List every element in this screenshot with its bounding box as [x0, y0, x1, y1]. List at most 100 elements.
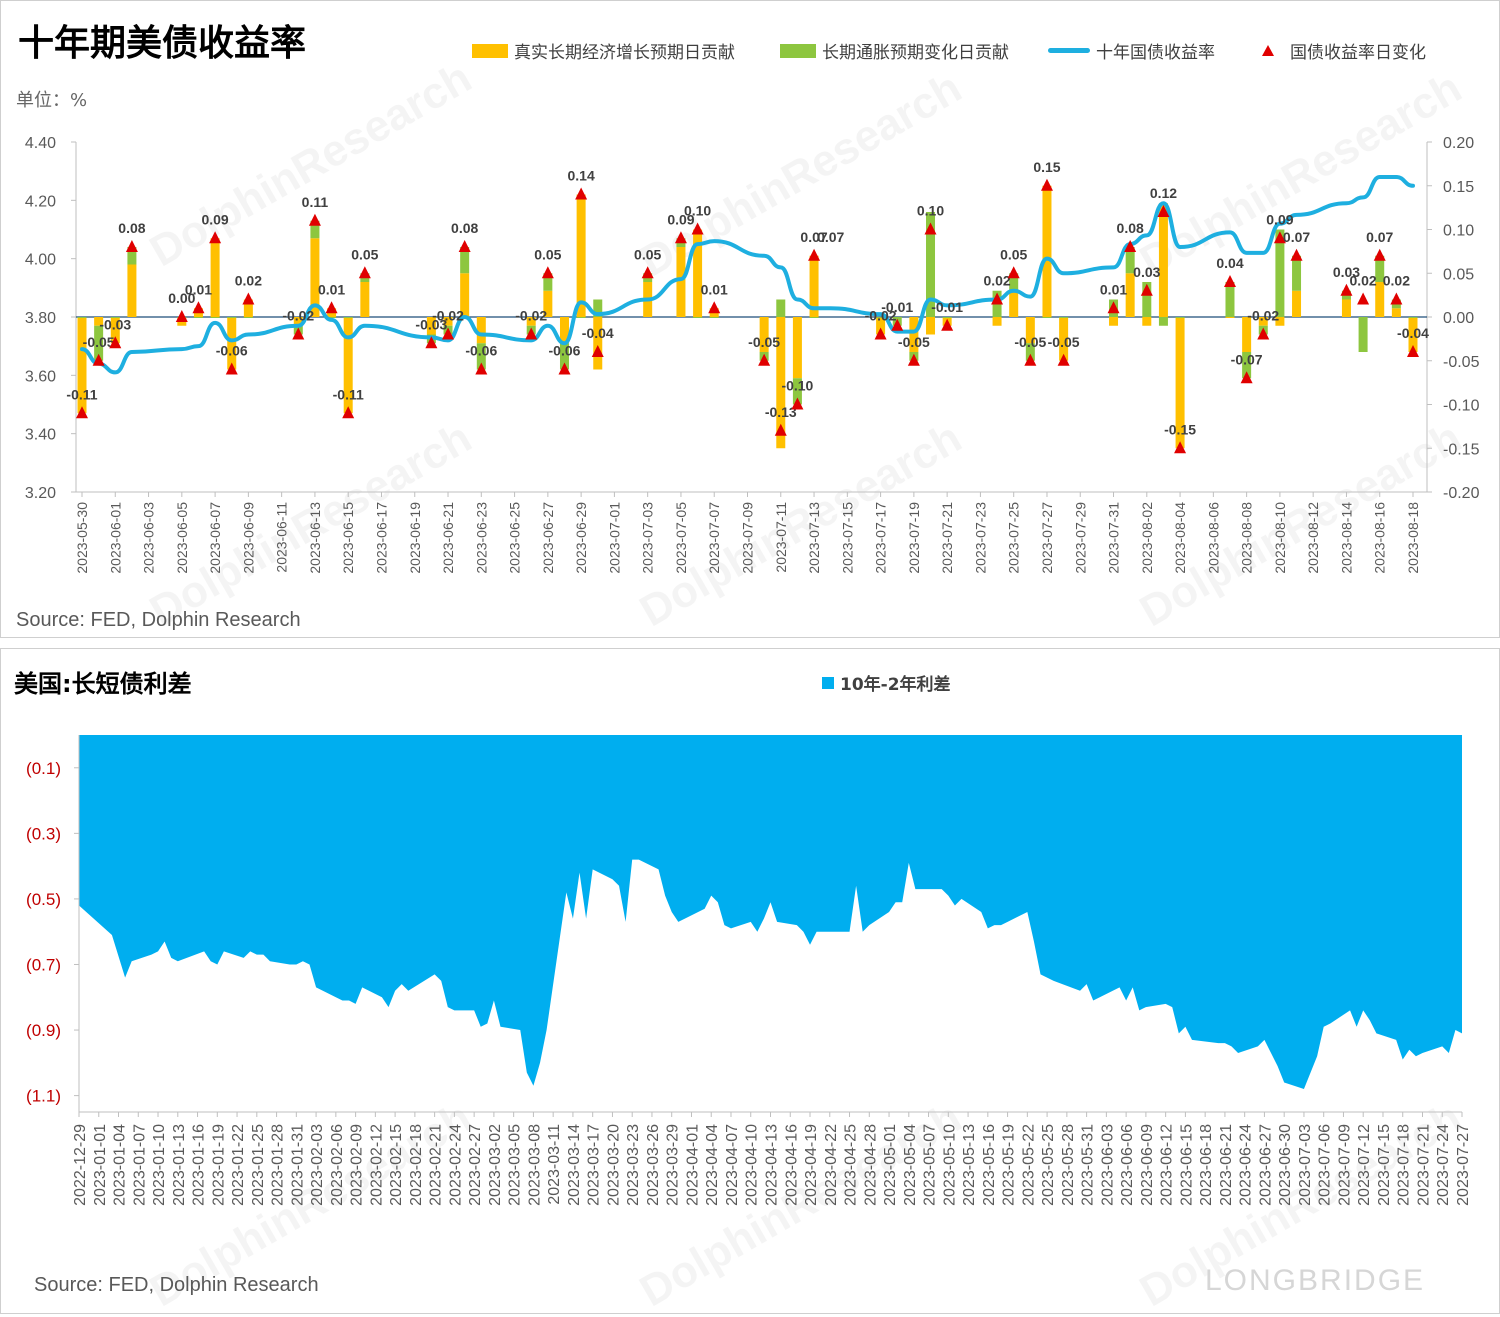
- legend-swatch-inflation: [780, 43, 816, 58]
- spread-x-tick-label: 2022-12-29: [72, 1124, 89, 1206]
- change-marker: [292, 327, 305, 340]
- data-label: 0.02: [1383, 273, 1410, 289]
- spread-x-tick-label: 2023-06-24: [1238, 1124, 1255, 1206]
- bar-inflation: [1225, 282, 1235, 317]
- spread-x-tick-label: 2023-06-06: [1119, 1124, 1136, 1206]
- change-marker: [558, 362, 571, 375]
- spread-x-tick-label: 2023-03-14: [566, 1124, 583, 1206]
- left-axis-tick-label: 3.40: [25, 427, 56, 444]
- x-axis-tick-label: 2023-07-27: [1039, 502, 1055, 574]
- change-marker: [175, 310, 188, 322]
- spread-x-tick-label: 2023-07-03: [1297, 1124, 1314, 1206]
- spread-x-tick-label: 2023-03-29: [665, 1124, 682, 1206]
- change-marker: [1040, 178, 1053, 191]
- bar-real: [1042, 185, 1052, 317]
- bar-inflation: [127, 247, 137, 265]
- spread-x-tick-label: 2023-04-04: [704, 1124, 721, 1206]
- data-label: -0.02: [515, 308, 547, 324]
- x-axis-tick-label: 2023-06-13: [307, 502, 323, 574]
- change-marker: [874, 327, 887, 340]
- data-label: 0.07: [1366, 229, 1393, 245]
- bar-real: [992, 317, 1002, 326]
- data-label: -0.03: [99, 316, 131, 332]
- bar-inflation: [1125, 247, 1135, 274]
- data-label: 0.09: [1266, 211, 1293, 227]
- data-label: -0.15: [1164, 421, 1196, 437]
- bar-real: [227, 317, 237, 370]
- change-marker: [242, 292, 255, 305]
- bar-inflation: [543, 273, 553, 291]
- x-axis-tick-label: 2023-07-31: [1106, 502, 1122, 574]
- bar-real: [110, 317, 120, 344]
- data-label: 0.05: [534, 246, 561, 262]
- right-axis-tick-label: 0.20: [1443, 135, 1474, 152]
- bar-inflation: [1242, 352, 1252, 379]
- right-axis-tick-label: 0.00: [1443, 310, 1474, 327]
- data-label: 0.08: [451, 220, 478, 236]
- spread-x-tick-label: 2023-05-10: [941, 1124, 958, 1206]
- right-axis-tick-label: 0.15: [1443, 179, 1474, 196]
- change-marker: [808, 248, 821, 261]
- spread-x-tick-label: 2023-02-09: [349, 1124, 366, 1206]
- right-axis-tick-label: -0.20: [1443, 485, 1480, 502]
- spread-x-tick-label: 2023-01-28: [270, 1124, 287, 1206]
- spread-x-tick-label: 2023-01-25: [250, 1124, 267, 1206]
- bar-inflation: [776, 299, 786, 317]
- spread-x-tick-label: 2023-03-17: [586, 1124, 603, 1206]
- bar-real: [526, 317, 536, 326]
- bar-real: [559, 317, 569, 344]
- bar-real: [1242, 317, 1252, 352]
- spread-x-tick-label: 2023-01-07: [131, 1124, 148, 1206]
- bar-inflation: [476, 343, 486, 370]
- change-marker: [991, 292, 1004, 305]
- change-marker: [1223, 275, 1236, 287]
- x-axis-tick-label: 2023-07-03: [640, 502, 656, 574]
- x-axis-tick-label: 2023-08-06: [1205, 502, 1221, 574]
- data-label: 0.02: [983, 273, 1010, 289]
- right-axis-tick-label: -0.05: [1443, 354, 1480, 371]
- data-label: -0.05: [1048, 334, 1080, 350]
- bar-real: [776, 317, 786, 449]
- change-marker: [325, 301, 338, 314]
- x-axis-tick-label: 2023-08-10: [1272, 502, 1288, 574]
- change-marker: [1057, 353, 1070, 366]
- x-axis-tick-label: 2023-06-25: [507, 502, 523, 574]
- change-marker: [708, 301, 721, 314]
- spread-x-tick-label: 2023-04-16: [783, 1124, 800, 1206]
- change-marker: [109, 336, 122, 349]
- x-axis-tick-label: 2023-07-17: [873, 502, 889, 574]
- spread-legend-item: 10年-2年利差: [822, 670, 951, 695]
- data-label: 0.10: [917, 203, 944, 219]
- x-axis-tick-label: 2023-06-09: [240, 502, 256, 574]
- x-axis-tick-label: 2023-05-30: [74, 502, 90, 574]
- bar-real: [443, 317, 453, 326]
- bar-real: [792, 317, 802, 379]
- bar-inflation: [1042, 317, 1052, 318]
- bar-inflation: [110, 317, 120, 318]
- left-axis-tick-label: 4.20: [25, 193, 56, 210]
- x-axis-tick-label: 2023-07-29: [1072, 502, 1088, 574]
- spread-x-tick-label: 2023-04-07: [724, 1124, 741, 1206]
- change-marker: [192, 301, 205, 314]
- spread-x-tick-label: 2023-07-09: [1336, 1124, 1353, 1206]
- spread-legend-swatch: [822, 676, 834, 689]
- x-axis-tick-label: 2023-08-16: [1372, 502, 1388, 574]
- bar-real: [1125, 273, 1135, 317]
- data-label: 0.01: [318, 281, 345, 297]
- change-marker: [1107, 301, 1120, 314]
- spread-x-tick-label: 2023-04-28: [862, 1124, 879, 1206]
- bar-real: [1225, 317, 1235, 318]
- spread-x-tick-label: 2023-01-01: [92, 1124, 109, 1206]
- spread-x-tick-label: 2023-03-11: [546, 1124, 563, 1205]
- bar-inflation: [1275, 229, 1285, 317]
- bar-inflation: [593, 299, 603, 317]
- data-label: 0.11: [302, 194, 329, 210]
- spread-x-tick-label: 2023-07-12: [1356, 1124, 1373, 1206]
- spread-x-tick-label: 2023-05-25: [1040, 1124, 1057, 1206]
- spread-x-tick-label: 2023-06-30: [1277, 1124, 1294, 1206]
- bar-real: [127, 264, 137, 317]
- spread-x-tick-label: 2023-07-27: [1455, 1124, 1472, 1206]
- data-label: 0.03: [1133, 264, 1160, 280]
- x-axis-tick-label: 2023-07-21: [939, 502, 955, 574]
- data-label: 0.01: [1100, 281, 1127, 297]
